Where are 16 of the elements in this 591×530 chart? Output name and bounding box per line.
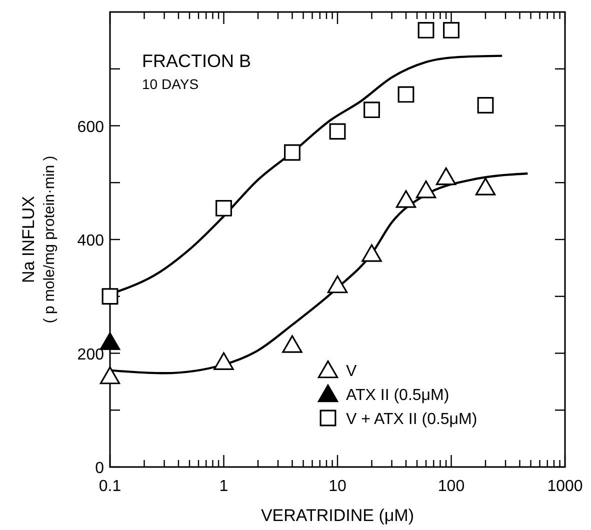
x-tick-label: 1000 xyxy=(547,478,583,495)
annotation: 10 DAYS xyxy=(142,76,199,92)
x-tick-label: 10 xyxy=(328,478,346,495)
y-tick-label: 400 xyxy=(77,232,104,250)
y-tick-label: 600 xyxy=(77,118,104,136)
y-axis-title: Na INFLUX ( p mole/mg protein·min ) xyxy=(19,156,58,324)
legend-label: ATX II (0.5μM) xyxy=(346,387,450,404)
y-tick-label: 0 xyxy=(95,460,104,477)
x-axis-title: VERATRIDINE (μM) xyxy=(260,506,414,525)
x-tick-label: 100 xyxy=(438,478,465,495)
legend-label: V + ATX II (0.5μM) xyxy=(346,411,478,428)
x-tick-label: 0.1 xyxy=(98,478,122,495)
annotation: FRACTION B xyxy=(142,51,252,71)
x-tick-label: 1 xyxy=(219,478,228,495)
legend-label: V xyxy=(346,363,357,380)
y-tick-label: 200 xyxy=(77,346,104,364)
